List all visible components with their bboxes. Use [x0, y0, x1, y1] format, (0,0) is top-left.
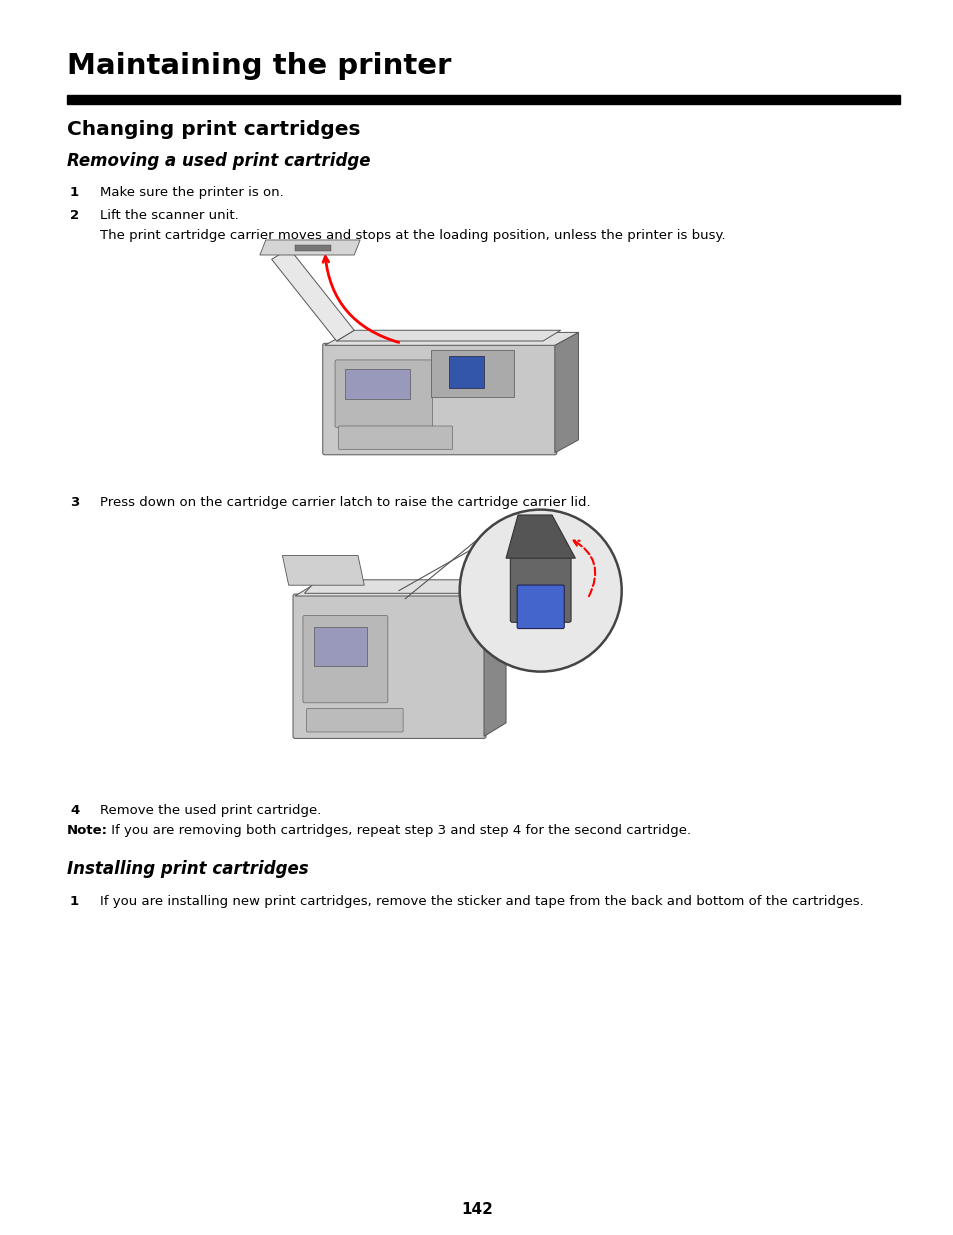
- FancyBboxPatch shape: [303, 615, 388, 703]
- Text: 1: 1: [70, 186, 79, 199]
- Text: Maintaining the printer: Maintaining the printer: [67, 52, 451, 80]
- Text: Make sure the printer is on.: Make sure the printer is on.: [100, 186, 283, 199]
- Text: The print cartridge carrier moves and stops at the loading position, unless the : The print cartridge carrier moves and st…: [100, 228, 725, 242]
- Text: 142: 142: [460, 1202, 493, 1216]
- Text: Remove the used print cartridge.: Remove the used print cartridge.: [100, 804, 321, 818]
- Text: 1: 1: [70, 895, 79, 908]
- Bar: [67, 95, 899, 104]
- Bar: [345, 369, 410, 399]
- FancyBboxPatch shape: [338, 426, 452, 450]
- Text: Press down on the cartridge carrier latch to raise the cartridge carrier lid.: Press down on the cartridge carrier latc…: [100, 496, 590, 509]
- Polygon shape: [336, 330, 560, 341]
- Bar: [314, 627, 367, 666]
- Text: Removing a used print cartridge: Removing a used print cartridge: [67, 152, 370, 170]
- Polygon shape: [272, 248, 354, 341]
- Polygon shape: [304, 579, 499, 593]
- FancyBboxPatch shape: [335, 359, 432, 427]
- Text: Installing print cartridges: Installing print cartridges: [67, 860, 309, 878]
- Polygon shape: [282, 556, 364, 585]
- Text: 2: 2: [70, 209, 79, 222]
- Bar: [294, 246, 331, 251]
- Text: Note:: Note:: [67, 824, 108, 837]
- Bar: [448, 356, 483, 388]
- Circle shape: [459, 510, 621, 672]
- FancyBboxPatch shape: [322, 343, 557, 454]
- Polygon shape: [259, 240, 360, 254]
- Text: Lift the scanner unit.: Lift the scanner unit.: [100, 209, 238, 222]
- Polygon shape: [483, 583, 505, 736]
- Text: If you are installing new print cartridges, remove the sticker and tape from the: If you are installing new print cartridg…: [100, 895, 862, 908]
- Polygon shape: [294, 583, 505, 597]
- Text: If you are removing both cartridges, repeat step 3 and step 4 for the second car: If you are removing both cartridges, rep…: [107, 824, 690, 837]
- Text: 3: 3: [70, 496, 79, 509]
- FancyBboxPatch shape: [517, 585, 563, 629]
- Text: Changing print cartridges: Changing print cartridges: [67, 120, 360, 140]
- Bar: [431, 350, 513, 396]
- FancyBboxPatch shape: [510, 556, 571, 622]
- Polygon shape: [505, 515, 575, 558]
- Polygon shape: [555, 332, 578, 453]
- Polygon shape: [324, 332, 578, 346]
- Text: 4: 4: [70, 804, 79, 818]
- FancyBboxPatch shape: [293, 594, 485, 739]
- FancyBboxPatch shape: [306, 709, 403, 732]
